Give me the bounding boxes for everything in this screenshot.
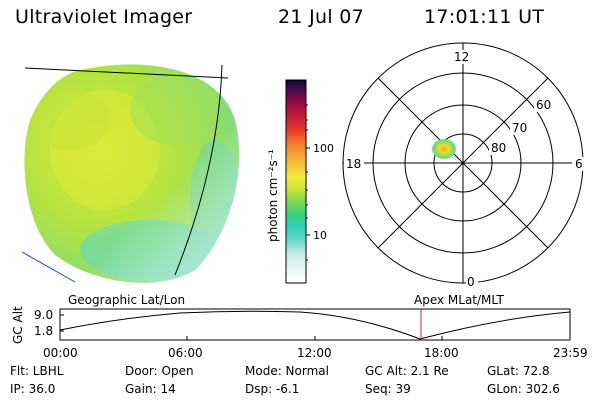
altitude-xtick-1800: 18:00	[424, 346, 459, 360]
time-label: 17:01:11 UT	[424, 6, 545, 28]
date-label: 21 Jul 07	[278, 6, 365, 28]
colorbar-tick-10: 10	[313, 229, 327, 242]
glon-status: GLon: 302.6	[487, 382, 560, 396]
door-status: Door: Open	[125, 364, 194, 378]
altitude-ytick-9: 9.0	[34, 308, 53, 322]
terminator-line	[21, 251, 76, 283]
altitude-curve	[59, 310, 571, 340]
colorbar-scale	[285, 79, 307, 284]
dsp-status: Dsp: -6.1	[245, 382, 300, 396]
colorbar: 100 10 photon cm⁻²s⁻¹	[266, 79, 334, 284]
colorbar-unit-label: photon cm⁻²s⁻¹	[266, 149, 280, 242]
latlon-grid-line	[24, 67, 229, 79]
altitude-xtick-1200: 12:00	[297, 346, 332, 360]
altitude-ytick-1-8: 1.8	[34, 324, 53, 338]
auroral-disk-image	[21, 64, 240, 283]
altitude-ylabel: GC Alt	[11, 306, 25, 344]
lat-label-60: 60	[536, 98, 551, 112]
gain-status: Gain: 14	[125, 382, 176, 396]
mlt-label-12: 12	[454, 50, 469, 64]
polar-axis-diagonal	[377, 77, 549, 249]
altitude-plot: 9.0 1.8 GC Alt 00:00 06:00 12:00 18:00 2…	[11, 306, 588, 360]
latlon-grid-line	[174, 64, 223, 276]
altitude-xtick-0600: 06:00	[168, 346, 203, 360]
altitude-xtick-2359: 23:59	[553, 346, 588, 360]
lat-label-70: 70	[512, 121, 527, 135]
gc-alt-status: GC Alt: 2.1 Re	[365, 364, 449, 378]
lat-label-80: 80	[491, 141, 506, 155]
mlt-label-18: 18	[346, 157, 361, 171]
ip-status: IP: 36.0	[10, 382, 56, 396]
mlt-label-0: 0	[467, 275, 475, 289]
seq-status: Seq: 39	[365, 382, 411, 396]
auroral-spot	[432, 139, 456, 159]
altitude-xtick-0000: 00:00	[43, 346, 78, 360]
filter-status: Flt: LBHL	[10, 364, 64, 378]
colorbar-tick-100: 100	[313, 142, 334, 155]
instrument-title: Ultraviolet Imager	[15, 6, 193, 28]
polar-plot: 12 18 6 0 60 70 80	[342, 42, 584, 289]
apex-grid-label: Apex MLat/MLT	[414, 293, 504, 307]
geographic-grid-label: Geographic Lat/Lon	[68, 293, 185, 307]
mode-status: Mode: Normal	[245, 364, 329, 378]
glat-status: GLat: 72.8	[487, 364, 550, 378]
mlt-label-6: 6	[575, 157, 583, 171]
